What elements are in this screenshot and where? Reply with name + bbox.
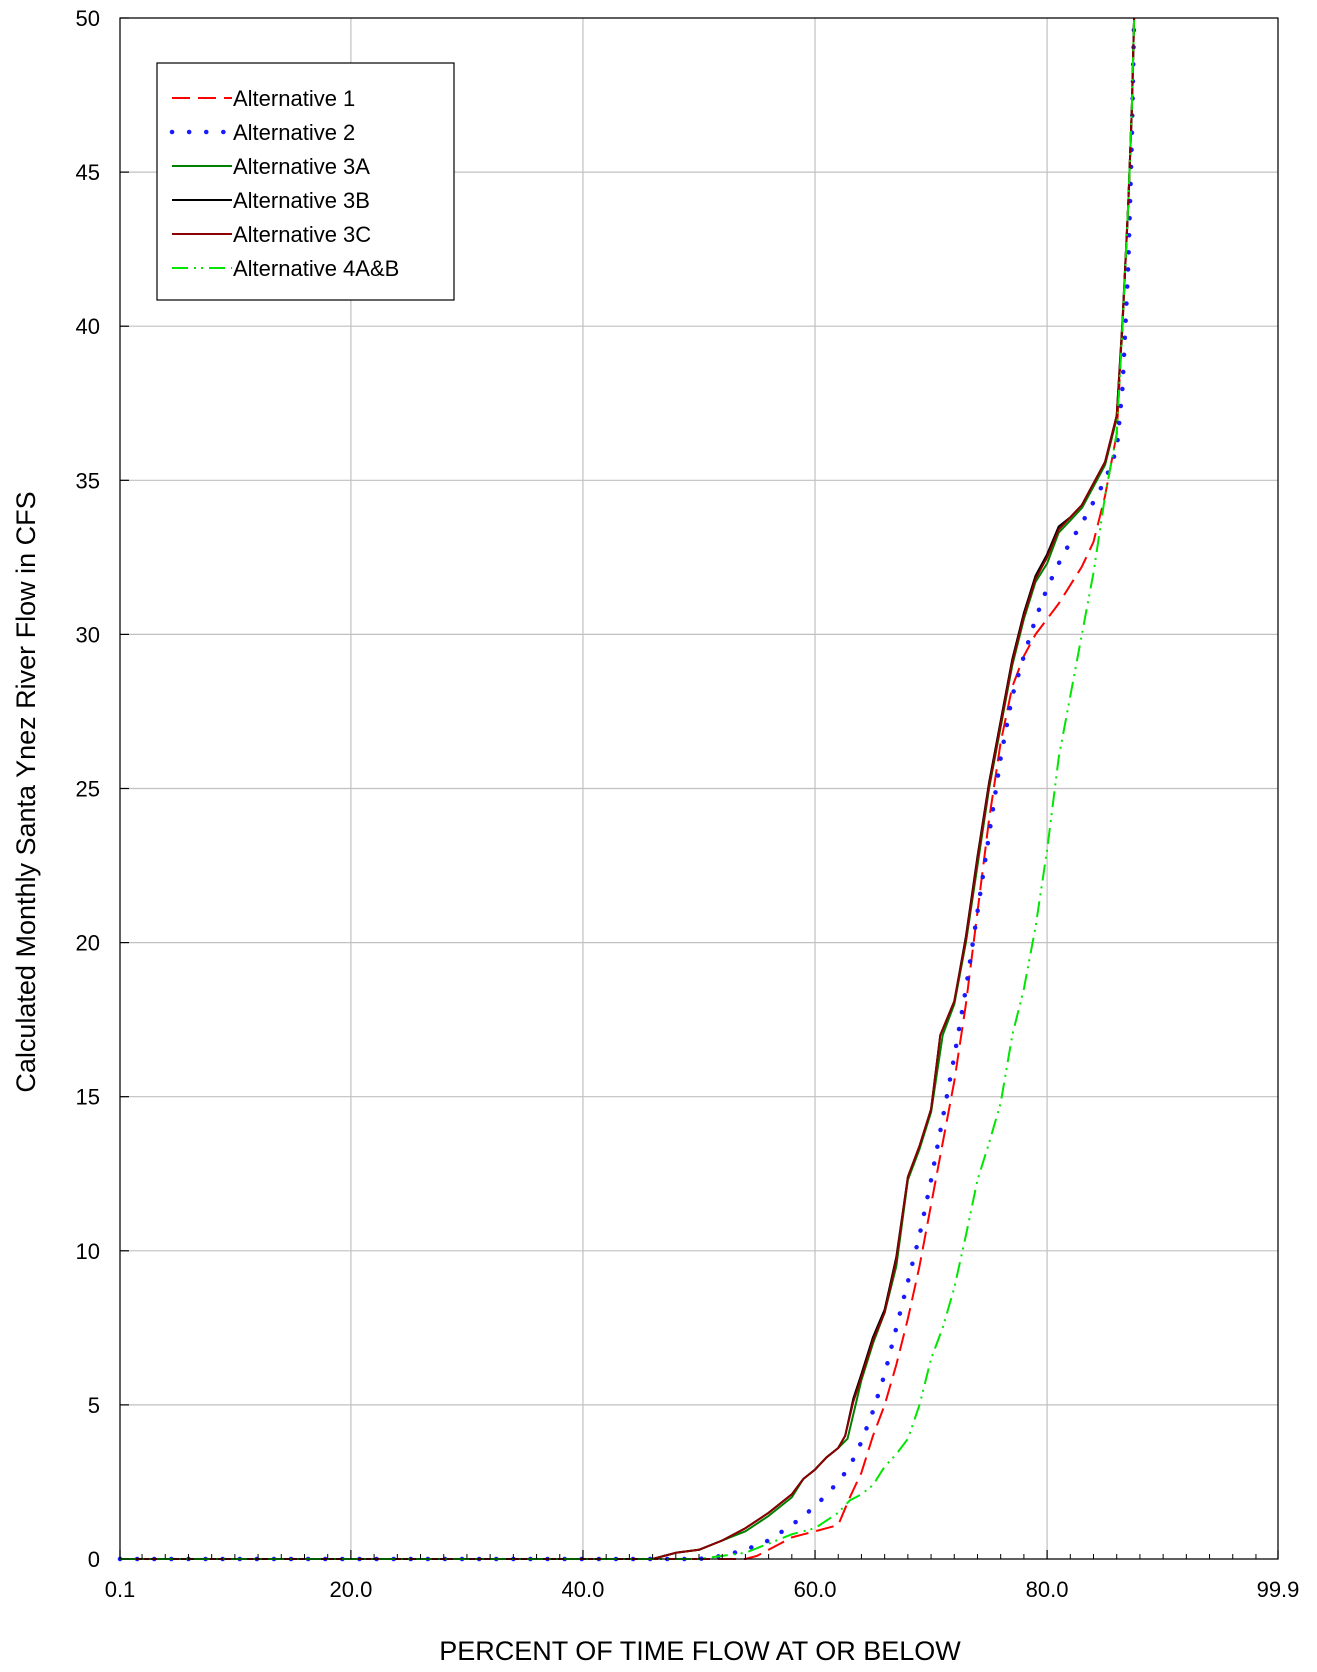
legend-label: Alternative 4A&B — [233, 256, 399, 281]
y-tick-label: 50 — [76, 6, 100, 31]
y-tick-label: 15 — [76, 1085, 100, 1110]
y-tick-label: 30 — [76, 622, 100, 647]
x-tick-label: 60.0 — [794, 1577, 837, 1602]
x-axis-title: PERCENT OF TIME FLOW AT OR BELOW — [439, 1636, 961, 1666]
series-line — [120, 17, 1136, 1560]
legend-label: Alternative 1 — [233, 86, 355, 111]
series-lines — [117, 15, 1137, 1562]
x-tick-label: 0.1 — [105, 1577, 136, 1602]
y-tick-label: 25 — [76, 777, 100, 802]
y-tick-label: 20 — [76, 931, 100, 956]
y-tick-label: 40 — [76, 314, 100, 339]
legend-label: Alternative 3A — [233, 154, 370, 179]
y-tick-label: 0 — [88, 1547, 100, 1572]
legend-label: Alternative 3C — [233, 222, 371, 247]
x-tick-labels: 0.1 20.0 40.0 60.0 80.0 99.9 — [105, 1577, 1300, 1602]
series-line — [120, 17, 1136, 1560]
y-tick-label: 10 — [76, 1239, 100, 1264]
x-tick-label: 80.0 — [1026, 1577, 1069, 1602]
legend-label: Alternative 3B — [233, 188, 370, 213]
x-tick-label: 20.0 — [329, 1577, 372, 1602]
y-tick-label: 35 — [76, 468, 100, 493]
y-tick-labels: 0 5 10 15 20 25 30 35 40 45 50 — [76, 6, 100, 1572]
y-tick-label: 5 — [88, 1393, 100, 1418]
x-tick-label: 99.9 — [1257, 1577, 1300, 1602]
legend-label: Alternative 2 — [233, 120, 355, 145]
y-axis-title: Calculated Monthly Santa Ynez River Flow… — [11, 491, 41, 1092]
legend: Alternative 1 Alternative 2 Alternative 3A… — [156, 62, 455, 301]
legend-box — [156, 62, 455, 301]
axis-ticks — [119, 17, 1279, 1560]
y-tick-label: 45 — [76, 160, 100, 185]
x-tick-label: 40.0 — [562, 1577, 605, 1602]
